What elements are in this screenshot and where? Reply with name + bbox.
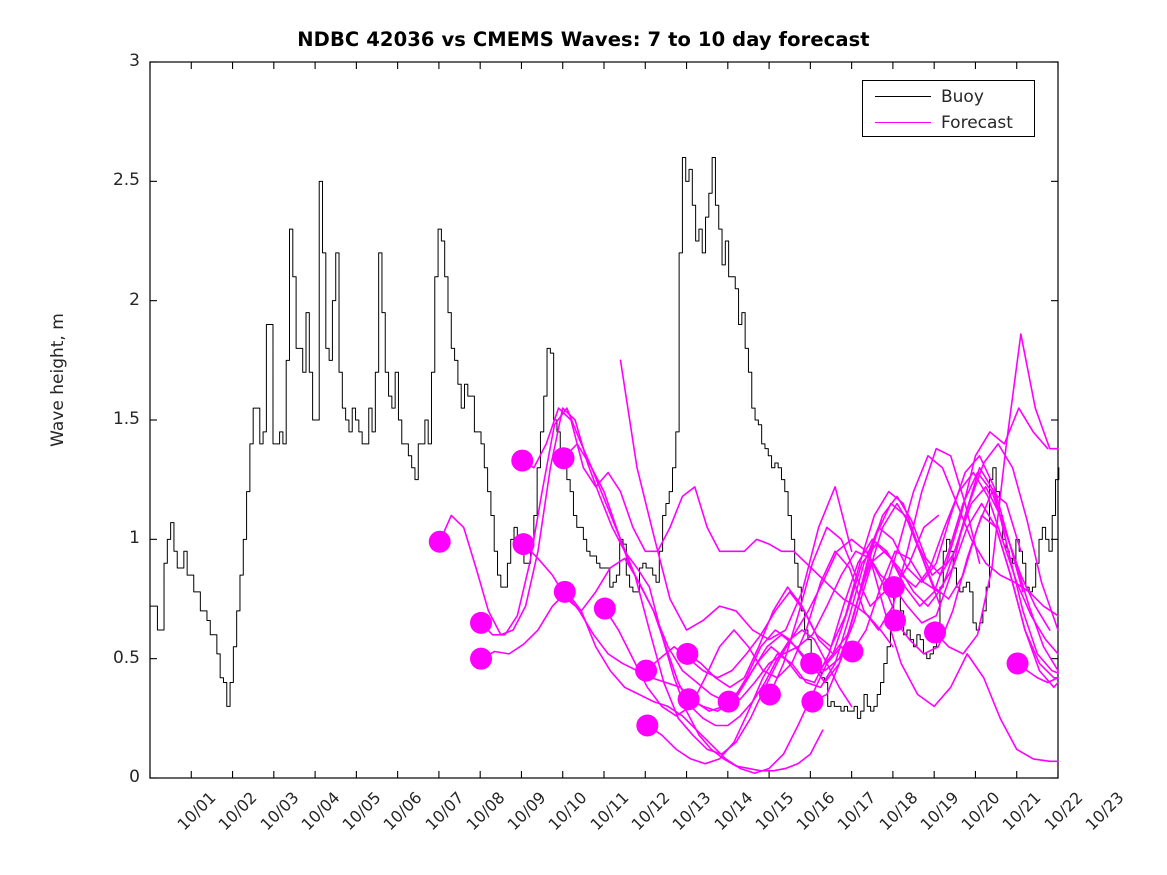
x-tick-label-17: 10/18 — [875, 788, 922, 835]
x-tick-label-11: 10/12 — [627, 788, 674, 835]
forecast-start-marker-9 — [636, 714, 659, 737]
series-23 — [619, 359, 853, 641]
forecast-start-marker-10 — [676, 642, 699, 665]
y-tick-label-0: 0 — [129, 767, 140, 787]
page-title: NDBC 42036 vs CMEMS Waves: 7 to 10 day f… — [297, 28, 870, 51]
x-tick-label-6: 10/07 — [421, 788, 468, 835]
legend-label-buoy: Buoy — [941, 87, 984, 107]
data-series-layer — [149, 156, 1060, 775]
forecast-start-marker-8 — [635, 659, 658, 682]
legend-item-forecast: Forecast — [863, 110, 1036, 136]
y-tick-label-5: 2.5 — [112, 170, 140, 191]
x-tick-label-16: 10/17 — [833, 788, 880, 835]
x-tick-label-18: 10/19 — [916, 788, 963, 835]
y-tick-label-3: 1.5 — [112, 409, 140, 429]
forecast-start-marker-18 — [883, 609, 906, 632]
x-tick-label-22: 10/23 — [1081, 788, 1128, 835]
forecast-start-marker-14 — [800, 652, 823, 675]
x-tick-label-12: 10/13 — [668, 788, 715, 835]
y-tick-label-4: 2 — [129, 289, 140, 310]
forecast-start-marker-3 — [511, 449, 534, 472]
series-6 — [562, 443, 940, 755]
axis-ticks — [149, 61, 1059, 779]
x-tick-label-7: 10/08 — [462, 788, 509, 835]
x-tick-label-3: 10/04 — [297, 788, 344, 835]
forecast-start-marker-12 — [717, 690, 740, 713]
forecast-start-markers — [428, 447, 1029, 737]
forecast-start-marker-15 — [801, 690, 824, 713]
forecast-start-marker-6 — [553, 580, 576, 603]
series-20 — [934, 333, 1059, 655]
forecast-start-marker-1 — [470, 611, 493, 634]
y-tick-label-2: 1 — [129, 528, 140, 549]
x-tick-label-5: 10/06 — [379, 788, 426, 835]
x-tick-label-13: 10/14 — [710, 788, 757, 835]
series-22 — [867, 550, 1059, 763]
series-11 — [686, 407, 1049, 689]
x-tick-label-19: 10/20 — [957, 788, 1004, 835]
y-tick-label-1: 0.5 — [112, 647, 140, 668]
y-tick-label-6: 3 — [129, 51, 140, 71]
forecast-start-marker-2 — [470, 647, 493, 670]
x-tick-label-9: 10/10 — [544, 788, 591, 835]
series-16 — [811, 486, 1059, 703]
forecast-start-marker-20 — [1006, 652, 1029, 675]
forecast-start-marker-17 — [882, 576, 905, 599]
x-tick-label-14: 10/15 — [751, 788, 798, 835]
forecast-start-marker-5 — [552, 447, 575, 470]
forecast-start-marker-16 — [841, 640, 864, 663]
legend-label-forecast: Forecast — [941, 113, 1013, 133]
x-tick-label-15: 10/16 — [792, 788, 839, 835]
forecast-start-marker-13 — [758, 683, 781, 706]
x-tick-label-2: 10/03 — [256, 788, 303, 835]
x-tick-label-8: 10/09 — [503, 788, 550, 835]
forecast-start-marker-19 — [924, 621, 947, 644]
x-tick-label-20: 10/21 — [998, 788, 1045, 835]
series-4 — [521, 407, 894, 648]
legend: Buoy Forecast — [862, 80, 1035, 137]
legend-item-buoy: Buoy — [863, 84, 1036, 110]
series-3 — [480, 591, 857, 775]
forecast-start-marker-11 — [677, 688, 700, 711]
y-axis-tick-labels: 0 0.5 1 1.5 2 2.5 3 — [96, 0, 140, 875]
legend-swatch-forecast — [875, 122, 931, 123]
x-tick-label-4: 10/05 — [338, 788, 385, 835]
x-tick-label-0: 10/01 — [173, 788, 220, 835]
legend-swatch-buoy — [875, 96, 931, 97]
forecast-start-marker-4 — [512, 533, 535, 556]
forecast-start-marker-7 — [593, 597, 616, 620]
x-tick-label-21: 10/22 — [1040, 788, 1087, 835]
series-14 — [769, 455, 1059, 696]
forecast-start-marker-0 — [428, 530, 451, 553]
series-5 — [522, 543, 900, 703]
series-17 — [851, 502, 1059, 689]
x-tick-label-1: 10/02 — [214, 788, 261, 835]
series-18 — [892, 466, 1059, 674]
series-19 — [894, 514, 1059, 679]
x-tick-label-10: 10/11 — [586, 788, 633, 835]
series-10 — [646, 455, 1024, 765]
